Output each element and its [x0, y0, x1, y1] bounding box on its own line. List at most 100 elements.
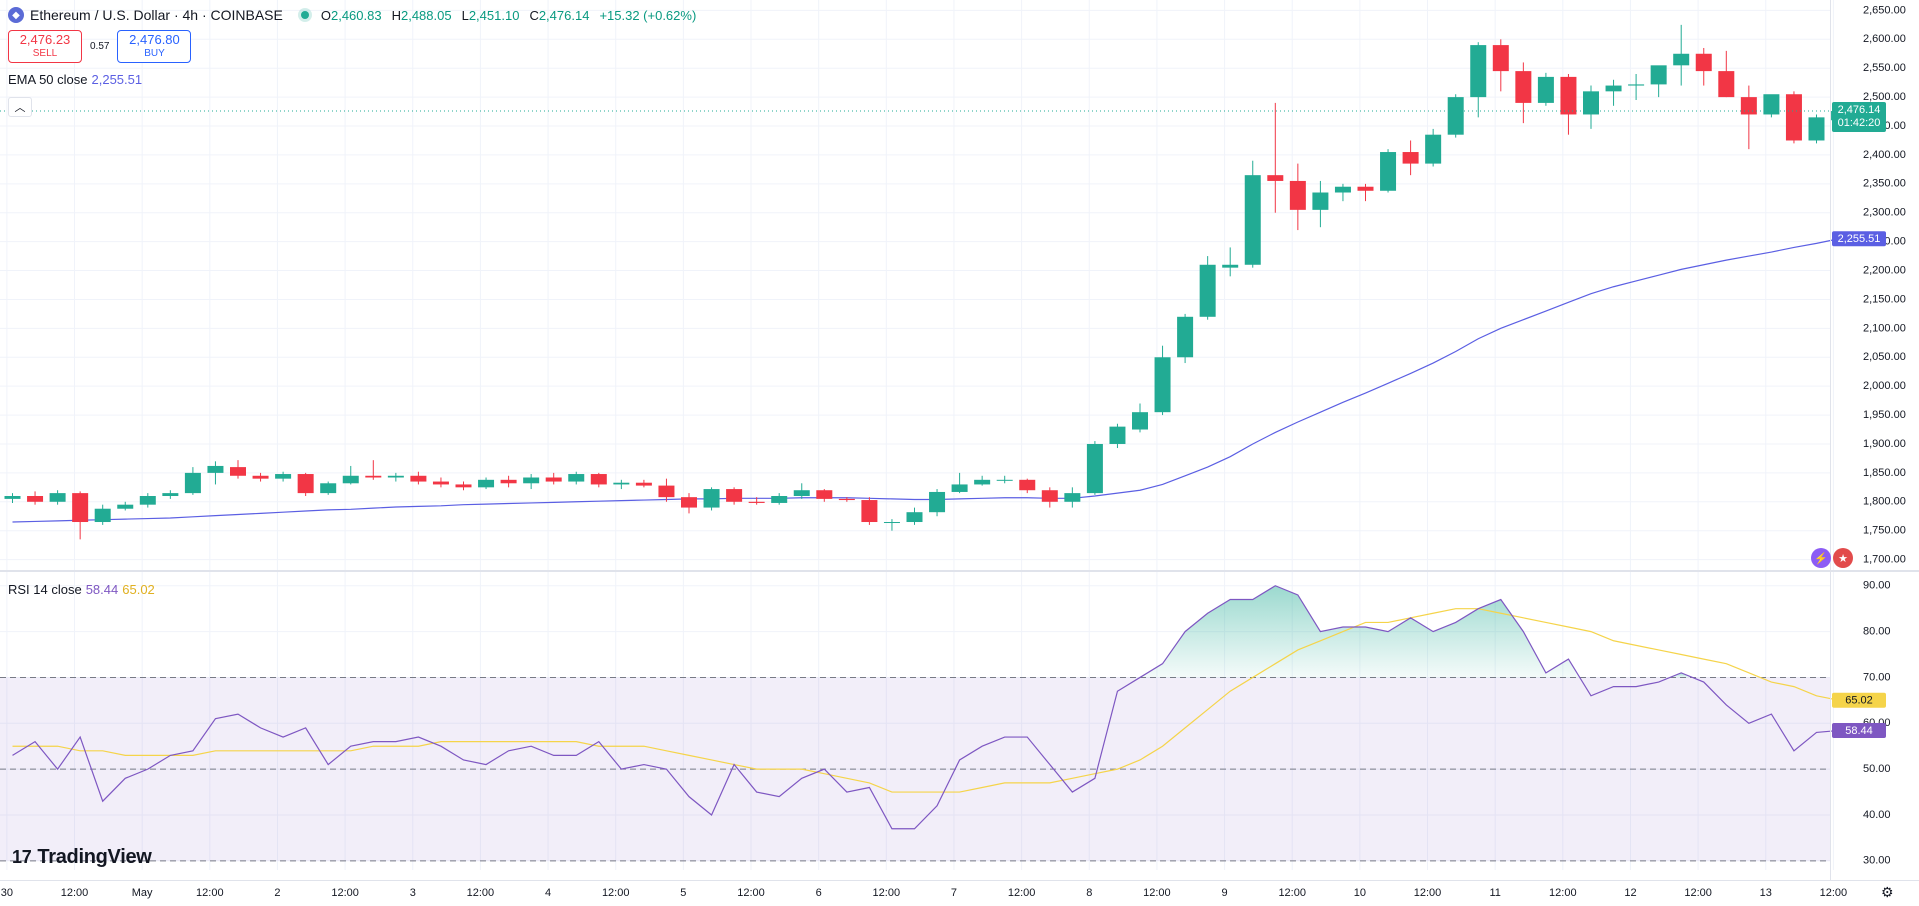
candle[interactable] [1470, 42, 1487, 118]
candle[interactable] [703, 487, 720, 511]
candle[interactable] [410, 471, 427, 485]
candle[interactable] [275, 471, 292, 482]
candle[interactable] [432, 477, 449, 488]
candle[interactable] [162, 490, 179, 499]
candle[interactable] [117, 501, 134, 511]
candle[interactable] [184, 467, 201, 495]
rsi-ma-line[interactable] [12, 608, 1840, 793]
candle[interactable] [838, 497, 855, 502]
candle[interactable] [207, 461, 224, 485]
candle[interactable] [816, 489, 833, 502]
candle[interactable] [748, 497, 765, 505]
candle[interactable] [1605, 79, 1622, 106]
candle[interactable] [1402, 140, 1419, 176]
candle[interactable] [545, 472, 562, 485]
ema-line[interactable] [12, 238, 1840, 523]
tradingview-logo[interactable]: 17 TradingView [12, 846, 152, 869]
candle[interactable] [1154, 345, 1171, 416]
candle[interactable] [1583, 85, 1599, 129]
candle[interactable] [1019, 478, 1036, 494]
candle[interactable] [342, 465, 359, 485]
candle[interactable] [726, 487, 743, 505]
rsi-line[interactable] [12, 585, 1840, 830]
candle[interactable] [613, 479, 630, 490]
candle[interactable] [1718, 50, 1735, 98]
candle[interactable] [1177, 313, 1194, 364]
us-flag-icon[interactable]: ★ [1833, 548, 1853, 568]
rsi-ma-tag[interactable]: 65.02 [1832, 692, 1886, 708]
candle[interactable] [230, 460, 246, 479]
candle[interactable] [1380, 149, 1397, 193]
rsi-legend[interactable]: RSI 14 close 58.44 65.02 [8, 582, 155, 597]
candle[interactable] [1560, 73, 1577, 135]
candle[interactable] [951, 472, 968, 494]
candle[interactable] [1244, 160, 1261, 268]
candle[interactable] [635, 479, 652, 488]
candle[interactable] [681, 493, 697, 514]
candle[interactable] [1132, 403, 1148, 433]
candle[interactable] [1041, 487, 1058, 508]
ema-legend[interactable]: EMA 50 close 2,255.51 [8, 72, 142, 87]
candle[interactable] [1492, 39, 1509, 92]
candle[interactable] [1785, 91, 1802, 144]
candle[interactable] [455, 481, 472, 491]
candle[interactable] [94, 504, 111, 525]
candle[interactable] [1086, 441, 1103, 495]
candle[interactable] [1447, 94, 1464, 138]
candle[interactable] [365, 460, 382, 480]
candle[interactable] [387, 472, 404, 482]
candle[interactable] [4, 493, 21, 503]
candle[interactable] [1199, 256, 1216, 320]
sell-button[interactable]: 2,476.23 SELL [8, 30, 82, 63]
candle[interactable] [1357, 183, 1374, 202]
candle[interactable] [1312, 180, 1329, 228]
candle[interactable] [1515, 62, 1532, 124]
candle[interactable] [1673, 24, 1690, 86]
candle[interactable] [658, 478, 675, 502]
candle[interactable] [297, 472, 314, 497]
candle[interactable] [252, 472, 269, 482]
candle[interactable] [1425, 128, 1442, 167]
candle[interactable] [72, 491, 89, 540]
candle[interactable] [568, 471, 585, 485]
candle[interactable] [1267, 102, 1284, 213]
candle[interactable] [478, 477, 495, 490]
candle[interactable] [1808, 114, 1825, 144]
candle[interactable] [27, 491, 44, 505]
price-tick-label: 1,800.00 [1863, 496, 1906, 508]
candle[interactable] [793, 483, 810, 499]
candle[interactable] [49, 490, 66, 505]
candle[interactable] [523, 474, 540, 490]
candle[interactable] [1740, 85, 1757, 150]
candle[interactable] [771, 493, 788, 505]
candle[interactable] [929, 489, 946, 517]
candle[interactable] [590, 472, 607, 488]
candle[interactable] [974, 475, 991, 486]
candle[interactable] [1222, 247, 1239, 277]
candle[interactable] [1109, 423, 1126, 449]
candle[interactable] [883, 519, 900, 531]
candle[interactable] [996, 475, 1013, 484]
candle[interactable] [1650, 65, 1667, 98]
candle[interactable] [139, 493, 156, 508]
buy-button[interactable]: 2,476.80 BUY [117, 30, 192, 63]
candle[interactable] [861, 497, 878, 525]
candle[interactable] [1695, 47, 1712, 86]
candle[interactable] [1289, 163, 1306, 231]
ema-price-tag[interactable]: 2,255.51 [1832, 231, 1886, 247]
candle[interactable] [1763, 94, 1780, 118]
symbol-title[interactable]: Ethereum / U.S. Dollar · 4h · COINBASE [30, 7, 283, 23]
collapse-legend-button[interactable]: ︿ [8, 97, 32, 117]
candle[interactable] [1537, 72, 1554, 106]
rsi-value-tag[interactable]: 58.44 [1832, 722, 1886, 738]
candle[interactable] [1628, 73, 1645, 101]
candle[interactable] [906, 507, 923, 525]
candle[interactable] [1064, 487, 1081, 508]
candle[interactable] [1334, 183, 1351, 202]
candle[interactable] [320, 481, 337, 495]
candle[interactable] [500, 475, 517, 488]
lightning-icon[interactable]: ⚡ [1811, 548, 1831, 568]
gear-icon[interactable]: ⚙ [1881, 884, 1894, 900]
